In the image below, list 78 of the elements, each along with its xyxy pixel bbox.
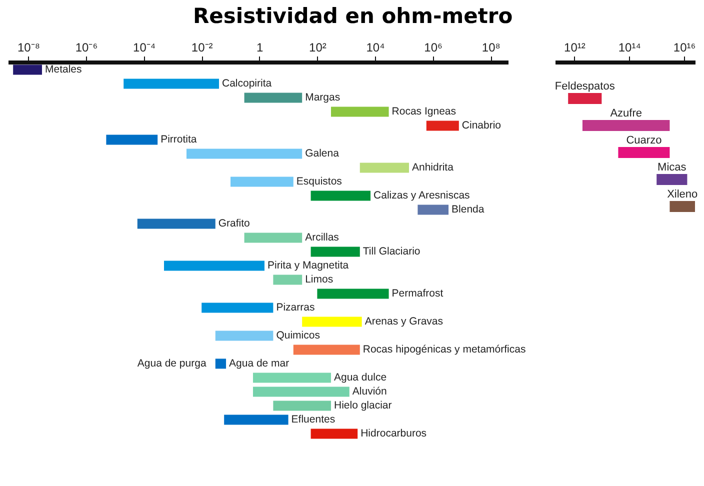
bar xyxy=(124,78,219,89)
bar xyxy=(582,120,670,131)
y-tick-label: Micas xyxy=(658,161,687,174)
category-label: Till Glaciario xyxy=(362,246,420,258)
bar xyxy=(330,106,389,117)
category-label: Esquistos xyxy=(296,176,342,188)
y-tick-label: Cuarzo xyxy=(626,134,662,146)
x-tick-label: 10¹⁶ xyxy=(673,40,696,54)
category-label: Hielo glaciar xyxy=(334,400,392,412)
x-tick-label: 10⁶ xyxy=(424,40,442,54)
category-label: Rocas hipogénicas y metamórficas xyxy=(362,344,526,356)
category-label: Blenda xyxy=(452,204,484,216)
bar xyxy=(618,146,670,158)
x-tick-label: 10⁴ xyxy=(366,40,385,54)
x-tick-label: 10¹² xyxy=(564,40,586,54)
bar xyxy=(224,414,288,425)
bar xyxy=(418,204,449,215)
category-label: Grafito xyxy=(218,218,250,230)
bar xyxy=(670,200,695,212)
annotation: Agua de purga xyxy=(137,358,206,370)
y-tick-label: Feldespatos xyxy=(554,80,616,92)
bar xyxy=(310,246,360,257)
bar xyxy=(244,92,302,103)
bar xyxy=(215,358,226,369)
x-tick-label: 10² xyxy=(309,40,326,54)
bar xyxy=(244,232,302,243)
bar xyxy=(302,316,362,327)
y-tick-label: Azufre xyxy=(610,107,642,120)
bar xyxy=(215,330,274,341)
category-label: Anhidrita xyxy=(412,162,454,174)
bar xyxy=(426,120,459,131)
category-label: Limos xyxy=(305,274,334,286)
category-label: Efluentes xyxy=(291,414,336,426)
category-label: Arenas y Gravas xyxy=(364,316,444,328)
bar xyxy=(202,302,274,313)
category-label: Quimicos xyxy=(276,330,320,342)
bar xyxy=(293,344,360,355)
category-label: Margas xyxy=(305,92,340,104)
x-tick-label: 10⁻⁸ xyxy=(17,40,40,54)
x-tick-label: 10⁻⁴ xyxy=(133,40,156,54)
bar xyxy=(317,288,389,299)
category-label: Permafrost xyxy=(392,288,444,300)
bar xyxy=(106,134,158,145)
x-tick-label: 10⁻⁶ xyxy=(75,40,98,54)
category-label: Galena xyxy=(305,148,339,160)
bar xyxy=(252,372,331,383)
bar xyxy=(656,174,688,185)
bar xyxy=(360,162,409,173)
category-label: Metales xyxy=(44,64,82,76)
category-label: Pirita y Magnetita xyxy=(267,260,349,272)
category-label: Arcillas xyxy=(305,232,339,244)
x-tick-label: 1 xyxy=(256,40,264,54)
bar xyxy=(164,260,264,271)
bar xyxy=(310,190,371,201)
category-label: Calcopirita xyxy=(222,78,272,90)
category-label: Hidrocarburos xyxy=(360,428,427,440)
category-label: Cinabrio xyxy=(462,120,502,132)
category-label: Pizarras xyxy=(276,302,315,314)
x-tick-label: 10⁸ xyxy=(482,40,500,54)
bar xyxy=(230,176,294,187)
y-tick-label: Xileno xyxy=(667,188,698,200)
chart-title: Resistividad en ohm-metro xyxy=(192,4,513,28)
bar xyxy=(273,400,331,411)
category-label: Rocas Igneas xyxy=(392,106,456,118)
category-label: Agua de mar xyxy=(229,358,290,370)
category-label: Pirrotita xyxy=(160,134,197,146)
bar xyxy=(252,386,350,397)
bar xyxy=(186,148,302,159)
bar xyxy=(568,92,602,104)
category-label: Aluvión xyxy=(352,386,387,398)
category-label: Agua dulce xyxy=(334,372,387,384)
bar xyxy=(273,274,302,285)
bar xyxy=(310,428,358,439)
x-tick-label: 10⁻² xyxy=(191,40,213,54)
x-tick-label: 10¹⁴ xyxy=(618,40,641,54)
bar xyxy=(13,64,42,75)
category-label: Calizas y Aresniscas xyxy=(374,190,470,202)
bar xyxy=(137,218,216,229)
